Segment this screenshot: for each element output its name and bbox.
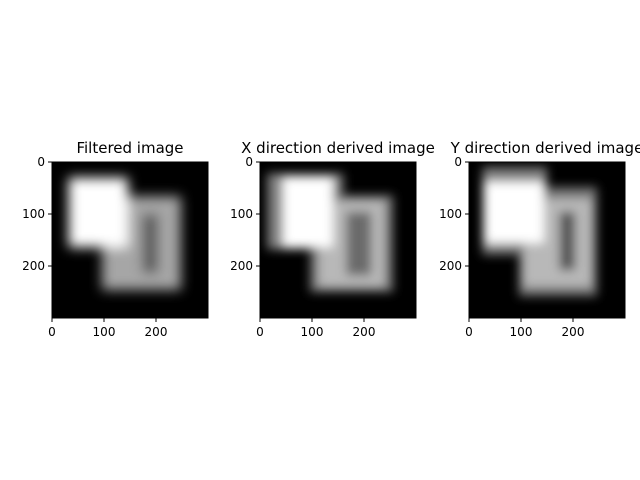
y-tick-label: 0 <box>37 155 45 169</box>
panel-1: 0 100 200 0 100 200 Filtered image <box>22 139 209 339</box>
image-region-3 <box>68 177 128 248</box>
y-tick-label: 0 <box>245 155 253 169</box>
x-tick-label: 200 <box>562 325 585 339</box>
image-region-2 <box>142 214 159 274</box>
x-tick-label: 100 <box>93 325 116 339</box>
panel-2: 0 100 200 0 100 200 X direction derived image <box>230 139 435 339</box>
panel-title: X direction derived image <box>241 139 435 157</box>
axes-frame <box>468 161 626 319</box>
panel-3: 0 100 200 0 100 200 Y direction derived image <box>439 139 640 339</box>
y-tick-label: 200 <box>439 259 462 273</box>
image-region-4 <box>346 211 372 276</box>
y-tick-label: 100 <box>439 207 462 221</box>
x-tick-label: 100 <box>510 325 533 339</box>
y-tick-label: 0 <box>454 155 462 169</box>
image-region-5 <box>484 181 544 244</box>
axes-frame <box>51 161 209 319</box>
image-region-4 <box>559 211 576 271</box>
image-content <box>267 173 394 292</box>
y-tick-label: 100 <box>22 207 45 221</box>
x-tick-label: 0 <box>465 325 473 339</box>
x-tick-label: 0 <box>48 325 56 339</box>
axes-frame <box>259 161 417 319</box>
image-content <box>482 167 597 297</box>
x-tick-label: 0 <box>256 325 264 339</box>
image-region-5 <box>282 177 333 248</box>
y-tick-label: 200 <box>230 259 253 273</box>
y-tick-label: 200 <box>22 259 45 273</box>
x-tick-label: 200 <box>353 325 376 339</box>
image-content <box>68 177 181 290</box>
panel-title: Filtered image <box>76 139 183 157</box>
x-tick-label: 100 <box>301 325 324 339</box>
x-tick-label: 200 <box>145 325 168 339</box>
y-tick-label: 100 <box>230 207 253 221</box>
panel-title: Y direction derived image <box>450 139 640 157</box>
